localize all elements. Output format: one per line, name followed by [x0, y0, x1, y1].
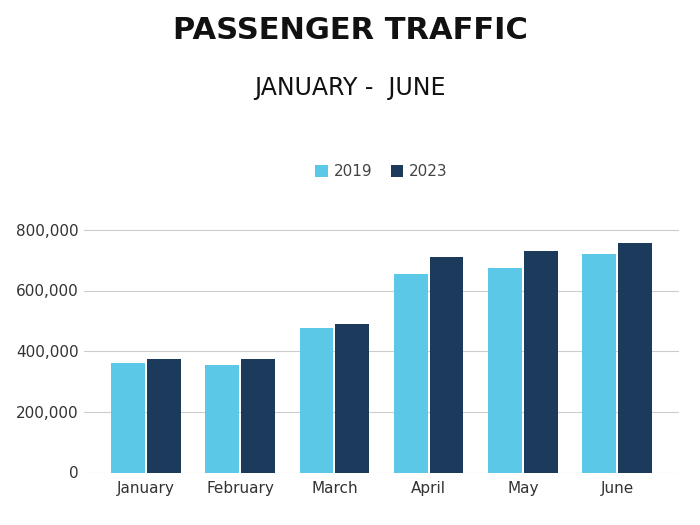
Bar: [394, 274, 428, 472]
Text: JANUARY -  JUNE: JANUARY - JUNE: [254, 76, 446, 100]
Bar: [205, 365, 239, 473]
Bar: [300, 329, 333, 472]
Bar: [618, 244, 652, 472]
Legend: 2019, 2023: 2019, 2023: [309, 158, 454, 185]
Text: PASSENGER TRAFFIC: PASSENGER TRAFFIC: [173, 16, 527, 45]
Bar: [111, 363, 145, 472]
Bar: [241, 359, 275, 472]
Bar: [524, 251, 558, 472]
Bar: [430, 257, 463, 472]
Bar: [335, 324, 369, 472]
Bar: [488, 268, 522, 472]
Bar: [582, 254, 616, 472]
Bar: [147, 359, 181, 472]
